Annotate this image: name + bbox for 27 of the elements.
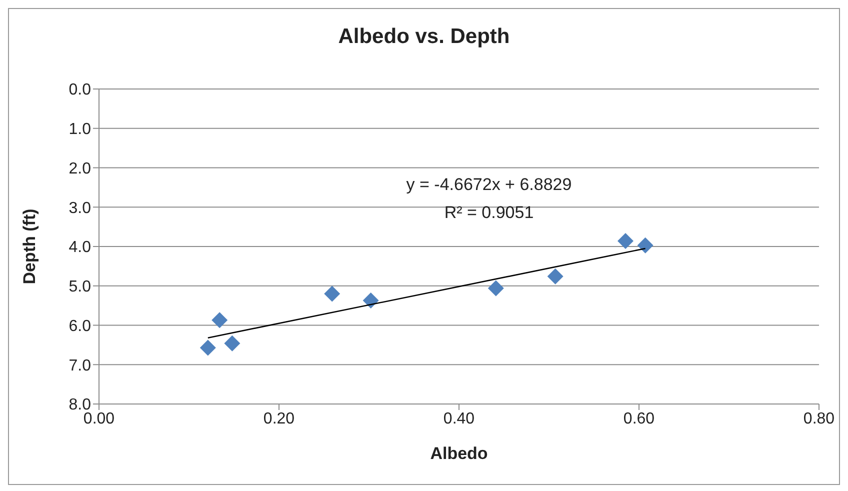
y-tick-label: 1.0: [68, 121, 92, 138]
point: [637, 237, 654, 254]
x-tick-label: 0.00: [83, 410, 115, 428]
x-axis-title: Albedo: [430, 444, 488, 463]
y-axis-title: Depth (ft): [20, 208, 40, 284]
y-tick-label: 5.0: [68, 278, 92, 296]
x-tick-label: 0.80: [803, 410, 835, 428]
x-tick-label: 0.20: [263, 410, 295, 428]
annotation: y = -4.6672x + 6.8829: [405, 175, 573, 195]
point: [212, 312, 228, 328]
y-tick-label: 0.0: [68, 82, 92, 99]
chart-title: Albedo vs. Depth: [337, 25, 511, 49]
y-tick-label: 4.0: [68, 239, 92, 256]
x-tick-label: 0.60: [623, 410, 655, 428]
point: [547, 268, 564, 284]
point: [618, 232, 634, 249]
annotation: R² = 0.9051: [443, 203, 535, 223]
point: [200, 340, 216, 356]
point: [488, 280, 504, 296]
point: [362, 292, 379, 308]
y-tick-label: 2.0: [68, 160, 92, 178]
point: [324, 286, 340, 302]
y-tick-label: 3.0: [68, 200, 92, 217]
y-tick-label: 7.0: [68, 357, 92, 374]
x-tick-label: 0.40: [443, 410, 475, 428]
point: [224, 335, 240, 352]
y-tick-label: 6.0: [68, 318, 92, 335]
